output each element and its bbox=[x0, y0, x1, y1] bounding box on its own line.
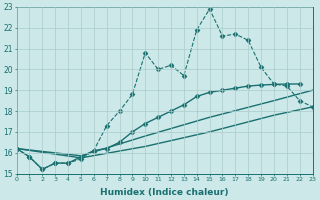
X-axis label: Humidex (Indice chaleur): Humidex (Indice chaleur) bbox=[100, 188, 229, 197]
